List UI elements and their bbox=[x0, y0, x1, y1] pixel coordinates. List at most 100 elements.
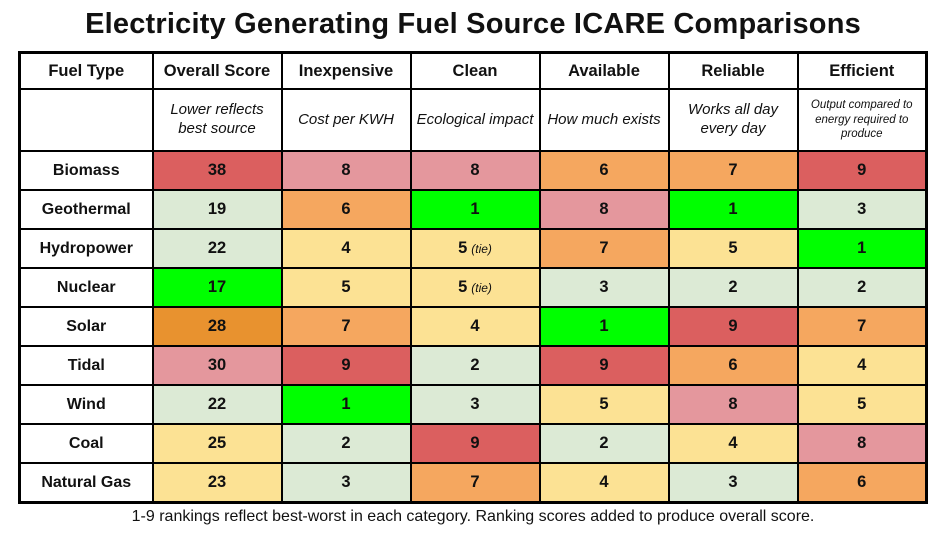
score-cell-natural-gas-inexpensive: 3 bbox=[280, 462, 412, 504]
tie-note: (tie) bbox=[471, 281, 492, 295]
table-header: Fuel Type Overall Score Inexpensive Clean Av… bbox=[18, 51, 928, 152]
score-value: 2 bbox=[341, 434, 351, 452]
score-value: 8 bbox=[857, 434, 867, 452]
score-cell-wind-reliable: 8 bbox=[667, 384, 799, 425]
score-cell-hydropower-reliable: 5 bbox=[667, 228, 799, 269]
column-subtitle-clean: Ecological impact bbox=[409, 88, 541, 152]
score-cell-tidal-efficient: 4 bbox=[796, 345, 928, 386]
table-row-nuclear: Nuclear 17 5 5 (tie) 3 2 2 bbox=[18, 267, 928, 308]
column-header-efficient: Efficient bbox=[796, 51, 928, 90]
score-value: 9 bbox=[857, 161, 867, 179]
fuel-name-solar: Solar bbox=[18, 306, 154, 347]
table-row-tidal: Tidal 30 9 2 9 6 4 bbox=[18, 345, 928, 386]
column-header-available: Available bbox=[538, 51, 670, 90]
page-title: Electricity Generating Fuel Source ICARE… bbox=[85, 8, 861, 40]
score-cell-solar-inexpensive: 7 bbox=[280, 306, 412, 347]
column-header-reliable: Reliable bbox=[667, 51, 799, 90]
table-row-coal: Coal 25 2 9 2 4 8 bbox=[18, 423, 928, 464]
score-value: 3 bbox=[857, 200, 867, 218]
fuel-name-hydropower: Hydropower bbox=[18, 228, 154, 269]
score-value: 4 bbox=[341, 239, 351, 257]
score-cell-solar-reliable: 9 bbox=[667, 306, 799, 347]
score-cell-coal-clean: 9 bbox=[409, 423, 541, 464]
score-cell-natural-gas-efficient: 6 bbox=[796, 462, 928, 504]
score-cell-tidal-inexpensive: 9 bbox=[280, 345, 412, 386]
score-value: 1 bbox=[857, 239, 867, 257]
score-value: 3 bbox=[341, 473, 351, 491]
footer-note: 1-9 rankings reflect best-worst in each … bbox=[131, 508, 815, 525]
column-subtitle-overall-score: Lower reflects best source bbox=[151, 88, 283, 152]
score-value: 2 bbox=[728, 278, 738, 296]
score-value: 7 bbox=[728, 161, 738, 179]
score-value: 19 bbox=[207, 200, 227, 218]
score-cell-hydropower-inexpensive: 4 bbox=[280, 228, 412, 269]
score-cell-biomass-efficient: 9 bbox=[796, 150, 928, 191]
score-cell-nuclear-available: 3 bbox=[538, 267, 670, 308]
score-cell-solar-efficient: 7 bbox=[796, 306, 928, 347]
score-cell-tidal-overall-score: 30 bbox=[151, 345, 283, 386]
fuel-name-nuclear: Nuclear bbox=[18, 267, 154, 308]
score-cell-wind-overall-score: 22 bbox=[151, 384, 283, 425]
score-cell-wind-inexpensive: 1 bbox=[280, 384, 412, 425]
score-cell-nuclear-clean: 5 (tie) bbox=[409, 267, 541, 308]
score-cell-geothermal-overall-score: 19 bbox=[151, 189, 283, 230]
score-value: 9 bbox=[470, 434, 480, 452]
score-value: 7 bbox=[341, 317, 351, 335]
score-value: 9 bbox=[728, 317, 738, 335]
score-value: 3 bbox=[728, 473, 738, 491]
score-cell-solar-overall-score: 28 bbox=[151, 306, 283, 347]
score-cell-coal-overall-score: 25 bbox=[151, 423, 283, 464]
score-cell-coal-reliable: 4 bbox=[667, 423, 799, 464]
score-cell-coal-inexpensive: 2 bbox=[280, 423, 412, 464]
column-subtitle-available: How much exists bbox=[538, 88, 670, 152]
score-value: 7 bbox=[470, 473, 480, 491]
column-subtitle-inexpensive: Cost per KWH bbox=[280, 88, 412, 152]
table-row-biomass: Biomass 38 8 8 6 7 9 bbox=[18, 150, 928, 191]
fuel-name-tidal: Tidal bbox=[18, 345, 154, 386]
score-cell-geothermal-available: 8 bbox=[538, 189, 670, 230]
score-cell-nuclear-reliable: 2 bbox=[667, 267, 799, 308]
score-value: 5 bbox=[857, 395, 867, 413]
score-value: 6 bbox=[728, 356, 738, 374]
score-value: 5 bbox=[341, 278, 351, 296]
table-row-solar: Solar 28 7 4 1 9 7 bbox=[18, 306, 928, 347]
column-subtitle-fuel-type bbox=[18, 88, 154, 152]
fuel-name-natural-gas: Natural Gas bbox=[18, 462, 154, 504]
score-value: 22 bbox=[207, 395, 227, 413]
score-cell-natural-gas-available: 4 bbox=[538, 462, 670, 504]
score-cell-geothermal-efficient: 3 bbox=[796, 189, 928, 230]
table-row-hydropower: Hydropower 22 4 5 (tie) 7 5 1 bbox=[18, 228, 928, 269]
score-value: 3 bbox=[599, 278, 609, 296]
score-value: 2 bbox=[470, 356, 480, 374]
fuel-name-wind: Wind bbox=[18, 384, 154, 425]
score-cell-natural-gas-reliable: 3 bbox=[667, 462, 799, 504]
score-value: 2 bbox=[599, 434, 609, 452]
column-subtitle-row: Lower reflects best source Cost per KWH Ec… bbox=[18, 88, 928, 152]
score-value: 8 bbox=[470, 161, 480, 179]
score-value: 7 bbox=[857, 317, 867, 335]
score-cell-nuclear-inexpensive: 5 bbox=[280, 267, 412, 308]
score-value: 5 bbox=[458, 239, 468, 257]
score-cell-geothermal-clean: 1 bbox=[409, 189, 541, 230]
fuel-name-biomass: Biomass bbox=[18, 150, 154, 191]
score-value: 7 bbox=[599, 239, 609, 257]
score-value: 38 bbox=[207, 161, 227, 179]
score-cell-biomass-reliable: 7 bbox=[667, 150, 799, 191]
score-value: 4 bbox=[599, 473, 609, 491]
score-cell-tidal-clean: 2 bbox=[409, 345, 541, 386]
score-value: 9 bbox=[341, 356, 351, 374]
icare-comparison-table: Fuel Type Overall Score Inexpensive Clean Av… bbox=[18, 51, 928, 504]
score-cell-natural-gas-overall-score: 23 bbox=[151, 462, 283, 504]
score-cell-geothermal-inexpensive: 6 bbox=[280, 189, 412, 230]
score-value: 1 bbox=[341, 395, 351, 413]
score-value: 3 bbox=[470, 395, 480, 413]
score-cell-geothermal-reliable: 1 bbox=[667, 189, 799, 230]
score-cell-hydropower-overall-score: 22 bbox=[151, 228, 283, 269]
score-value: 5 bbox=[728, 239, 738, 257]
column-header-inexpensive: Inexpensive bbox=[280, 51, 412, 90]
score-value: 1 bbox=[599, 317, 609, 335]
score-cell-solar-clean: 4 bbox=[409, 306, 541, 347]
score-value: 22 bbox=[207, 239, 227, 257]
score-value: 6 bbox=[857, 473, 867, 491]
